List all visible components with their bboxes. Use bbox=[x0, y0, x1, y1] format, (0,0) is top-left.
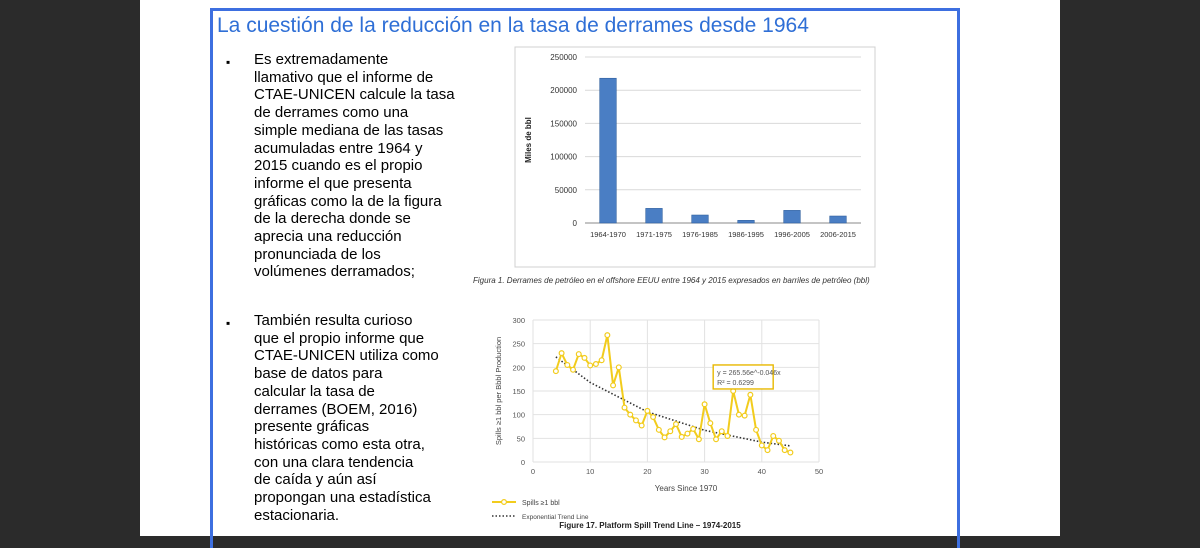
spill-point bbox=[713, 436, 720, 443]
legend-spill-marker bbox=[501, 499, 508, 506]
spill-point bbox=[781, 447, 788, 454]
spill-point bbox=[758, 442, 765, 449]
spill-point bbox=[770, 432, 777, 439]
r-squared-text: R² = 0.6299 bbox=[717, 380, 754, 387]
spill-point bbox=[598, 357, 605, 364]
spill-point bbox=[753, 426, 760, 433]
bar-y-tick-label: 150000 bbox=[550, 119, 577, 128]
bar-x-tick-label: 1976-1985 bbox=[682, 230, 718, 239]
equation-box bbox=[712, 364, 774, 390]
spill-point bbox=[684, 430, 691, 437]
bar-y-tick-label: 250000 bbox=[550, 53, 577, 62]
line-y-tick-label: 200 bbox=[512, 363, 525, 372]
spill-point bbox=[615, 364, 622, 371]
spill-point bbox=[661, 434, 668, 441]
line-y-tick-label: 250 bbox=[512, 340, 525, 349]
spill-point bbox=[564, 361, 571, 368]
spill-point bbox=[741, 412, 748, 419]
spill-point bbox=[552, 368, 559, 375]
bar-x-tick-label: 1986-1995 bbox=[728, 230, 764, 239]
spill-point bbox=[587, 362, 594, 369]
bar-1971-1975 bbox=[645, 208, 663, 224]
bullet-marker-2: ▪ bbox=[226, 316, 231, 330]
legend-spill-label: Spills ≥1 bbl bbox=[522, 500, 560, 507]
line-chart-title: Figure 17. Platform Spill Trend Line – 1… bbox=[559, 521, 741, 530]
viewer-gutter-left bbox=[0, 0, 140, 536]
spill-point bbox=[787, 449, 794, 456]
bar-y-tick-label: 200000 bbox=[550, 86, 577, 95]
line-y-tick-label: 300 bbox=[512, 316, 525, 325]
bar-y-tick-label: 100000 bbox=[550, 153, 577, 162]
line-y-tick-label: 0 bbox=[521, 458, 525, 467]
bar-y-tick-label: 50000 bbox=[555, 186, 578, 195]
bar-1996-2005 bbox=[783, 210, 801, 224]
spill-point bbox=[690, 425, 697, 432]
spill-point bbox=[678, 433, 685, 440]
spill-series-line bbox=[554, 334, 791, 454]
line-y-axis-label: Spills ≥1 bbl per Bbbl Production bbox=[494, 337, 503, 445]
line-x-tick-label: 10 bbox=[586, 467, 594, 476]
spill-point bbox=[747, 391, 754, 398]
spill-point bbox=[575, 351, 582, 358]
bar-y-tick-label: 0 bbox=[573, 219, 578, 228]
equation-text: y = 265.56e^-0.046x bbox=[717, 370, 781, 377]
spill-point bbox=[592, 361, 599, 368]
bar-x-tick-label: 2006-2015 bbox=[820, 230, 856, 239]
line-x-axis-label: Years Since 1970 bbox=[655, 484, 718, 493]
line-chart-figure: 0 50 100 150 200 250 300 0 10 20 30 40 50 Years Since… bbox=[492, 316, 823, 530]
line-x-tick-label: 50 bbox=[815, 467, 823, 476]
bar-chart-figure: 0 50000 100000 150000 200000 250000 1964-1970 1… bbox=[473, 46, 876, 285]
spill-point bbox=[724, 432, 731, 439]
bar-x-tick-label: 1964-1970 bbox=[590, 230, 626, 239]
bar-1976-1985 bbox=[691, 214, 709, 224]
bar-2006-2015 bbox=[829, 215, 847, 224]
spill-point bbox=[638, 422, 645, 429]
spill-point bbox=[673, 421, 680, 428]
line-x-tick-label: 20 bbox=[643, 467, 651, 476]
bar-y-axis-label: Miles de bbl bbox=[524, 117, 533, 163]
spill-point bbox=[707, 420, 714, 427]
spill-point bbox=[604, 332, 611, 339]
slide-frame bbox=[210, 8, 960, 548]
bar-x-tick-label: 1971-1975 bbox=[636, 230, 672, 239]
spill-point bbox=[632, 417, 639, 424]
bar-x-tick-label: 1996-2005 bbox=[774, 230, 810, 239]
line-y-tick-label: 150 bbox=[512, 387, 525, 396]
line-x-tick-label: 0 bbox=[531, 467, 535, 476]
bar-1986-1995 bbox=[737, 220, 755, 224]
spill-point bbox=[627, 411, 634, 418]
spill-point bbox=[695, 436, 702, 443]
line-y-tick-label: 100 bbox=[512, 411, 525, 420]
line-x-tick-label: 40 bbox=[758, 467, 766, 476]
spill-point bbox=[644, 407, 651, 414]
spill-point bbox=[667, 428, 674, 435]
bar-1964-1970 bbox=[599, 77, 617, 224]
spill-point bbox=[775, 437, 782, 444]
spill-point bbox=[570, 366, 577, 373]
slide-title: La cuestión de la reducción en la tasa d… bbox=[217, 14, 809, 37]
spill-point bbox=[621, 404, 628, 411]
spill-point bbox=[718, 428, 725, 435]
spill-point bbox=[701, 401, 708, 408]
spill-point bbox=[558, 350, 565, 357]
spill-point bbox=[581, 354, 588, 361]
trend-line bbox=[555, 356, 791, 447]
line-y-tick-label: 50 bbox=[517, 434, 525, 443]
spill-point bbox=[735, 411, 742, 418]
spill-point bbox=[764, 447, 771, 454]
bullet-text-2: También resulta curioso que el propio in… bbox=[254, 312, 439, 524]
legend-trend-label: Exponential Trend Line bbox=[522, 514, 589, 521]
bullet-marker-1: ▪ bbox=[226, 55, 231, 69]
bullet-text-1: Es extremadamente llamativo que el infor… bbox=[254, 51, 455, 281]
bar-chart-caption: Figura 1. Derrames de petróleo en el off… bbox=[473, 276, 870, 285]
spill-point bbox=[610, 382, 617, 389]
viewer-gutter-right bbox=[1060, 0, 1200, 536]
line-x-tick-label: 30 bbox=[700, 467, 708, 476]
spill-point bbox=[655, 426, 662, 433]
spill-point bbox=[650, 414, 657, 421]
